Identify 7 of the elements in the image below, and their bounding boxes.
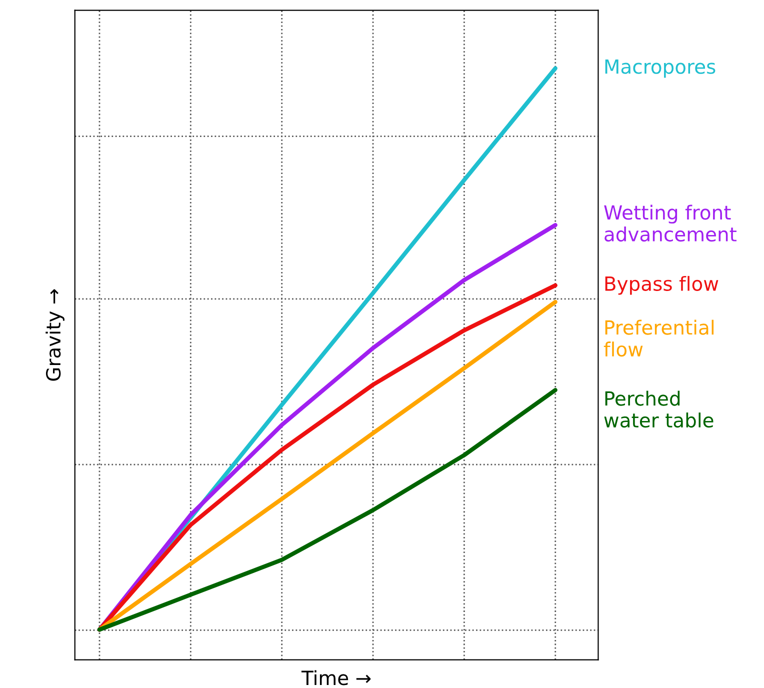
x-axis-title: Time →: [301, 670, 371, 686]
text: Perched water table: [604, 390, 714, 428]
text: Wetting front advancement: [604, 204, 736, 242]
text: Macropores: [605, 59, 716, 78]
text: Preferential flow: [604, 320, 714, 357]
text: Bypass flow: [605, 276, 718, 295]
y-axis-title: Gravity →: [46, 289, 64, 381]
